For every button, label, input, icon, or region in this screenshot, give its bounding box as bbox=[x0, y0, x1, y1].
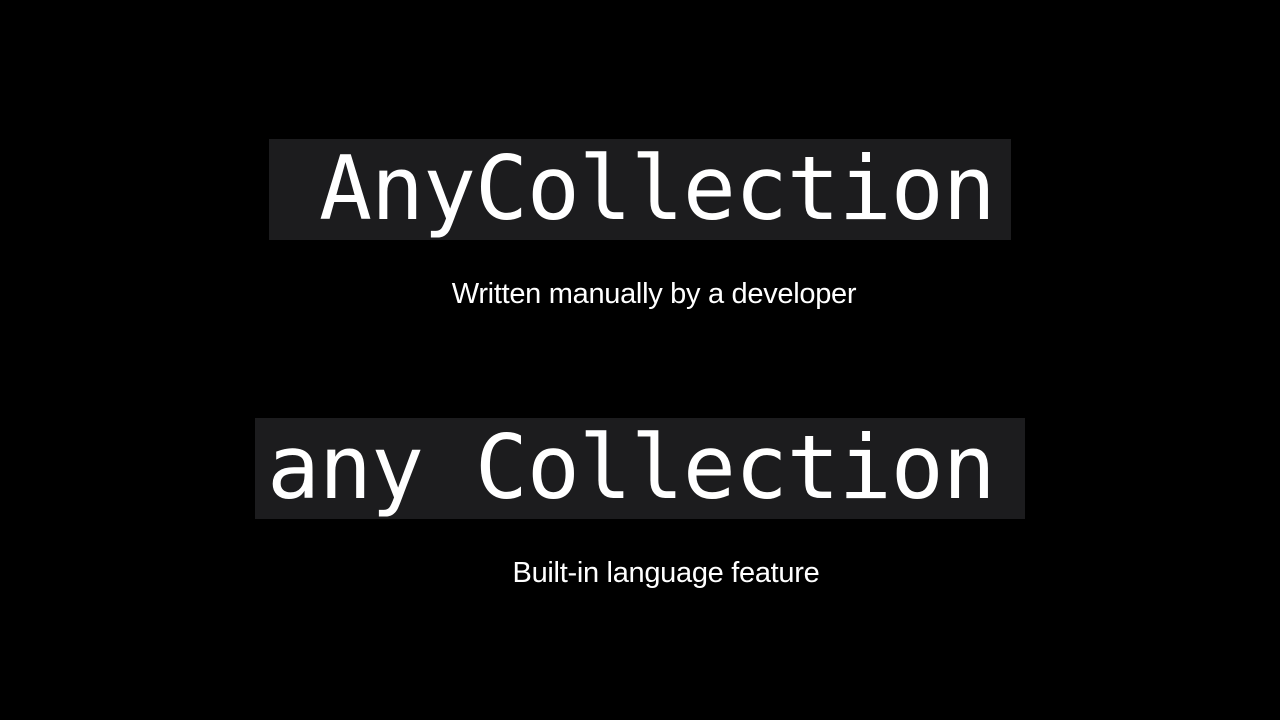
code-text-anycollection: AnyCollection bbox=[319, 139, 996, 240]
code-box-anycollection: AnyCollection bbox=[269, 139, 1011, 240]
caption-written-manually: Written manually by a developer bbox=[451, 278, 857, 310]
code-box-any-collection: any Collection bbox=[255, 418, 1025, 519]
caption-built-in-feature: Built-in language feature bbox=[512, 557, 820, 589]
code-text-any-collection: any Collection bbox=[267, 418, 996, 519]
